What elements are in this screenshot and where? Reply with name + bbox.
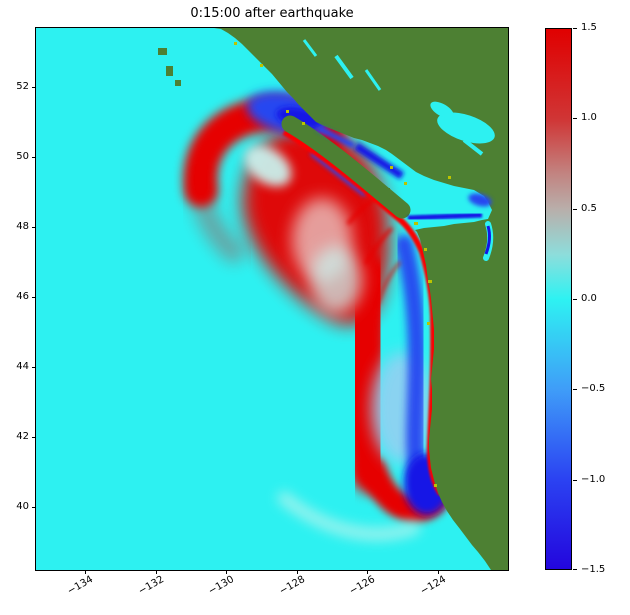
x-tick bbox=[226, 570, 227, 574]
wavefront-fading-tail bbox=[189, 179, 245, 263]
land bbox=[158, 28, 508, 570]
y-tick bbox=[32, 157, 36, 158]
mainland bbox=[214, 28, 508, 570]
y-tick-label: 52 bbox=[16, 81, 29, 92]
y-tick bbox=[32, 227, 36, 228]
colorbar-tick bbox=[573, 118, 577, 119]
colorbar-tick-label: 0.5 bbox=[581, 203, 597, 214]
drawdown-coastal-band bbox=[395, 235, 427, 481]
heatmap-canvas bbox=[36, 28, 508, 570]
small-islands bbox=[158, 48, 398, 202]
colorbar-tick bbox=[573, 28, 577, 29]
x-tick bbox=[156, 570, 157, 574]
red-filament-2 bbox=[364, 226, 394, 265]
y-tick-label: 42 bbox=[16, 431, 29, 442]
x-tick bbox=[85, 570, 86, 574]
wavefront-south-band bbox=[336, 255, 399, 494]
y-tick bbox=[32, 87, 36, 88]
shoreline-speckles bbox=[234, 42, 451, 487]
colorbar-tick-label: 1.0 bbox=[581, 112, 597, 123]
colorbar-tick bbox=[573, 299, 577, 300]
colorbar-tick bbox=[573, 209, 577, 210]
strait-drawdown bbox=[316, 125, 492, 221]
colorbar-tick-label: 0.0 bbox=[581, 293, 597, 304]
red-filament-3 bbox=[376, 261, 402, 305]
colorbar-tick bbox=[573, 480, 577, 481]
y-tick-label: 40 bbox=[16, 501, 29, 512]
faint-trail bbox=[277, 491, 421, 541]
y-tick bbox=[32, 367, 36, 368]
colorbar-tick-label: −0.5 bbox=[581, 383, 606, 394]
colorbar-tick-label: −1.0 bbox=[581, 474, 606, 485]
y-tick-label: 44 bbox=[16, 361, 29, 372]
colorbar bbox=[545, 28, 572, 570]
colorbar-tick-label: −1.5 bbox=[581, 564, 606, 575]
plot-area bbox=[36, 28, 508, 570]
pale-mottling-2 bbox=[310, 246, 362, 314]
colorbar-gradient bbox=[546, 29, 571, 569]
inland-water bbox=[302, 39, 495, 261]
colorbar-tick-label: 1.5 bbox=[581, 22, 597, 33]
y-tick bbox=[32, 297, 36, 298]
y-tick bbox=[32, 507, 36, 508]
x-tick bbox=[297, 570, 298, 574]
x-tick bbox=[438, 570, 439, 574]
pale-hook-center bbox=[244, 145, 292, 187]
colorbar-tick bbox=[573, 569, 577, 570]
plot-title: 0:15:00 after earthquake bbox=[190, 6, 354, 21]
colorbar-tick bbox=[573, 389, 577, 390]
tsunami-wave-art bbox=[183, 91, 457, 541]
vancouver-island bbox=[281, 115, 411, 219]
y-tick-label: 50 bbox=[16, 151, 29, 162]
y-tick-label: 48 bbox=[16, 221, 29, 232]
x-tick bbox=[367, 570, 368, 574]
y-tick-label: 46 bbox=[16, 291, 29, 302]
y-tick bbox=[32, 437, 36, 438]
